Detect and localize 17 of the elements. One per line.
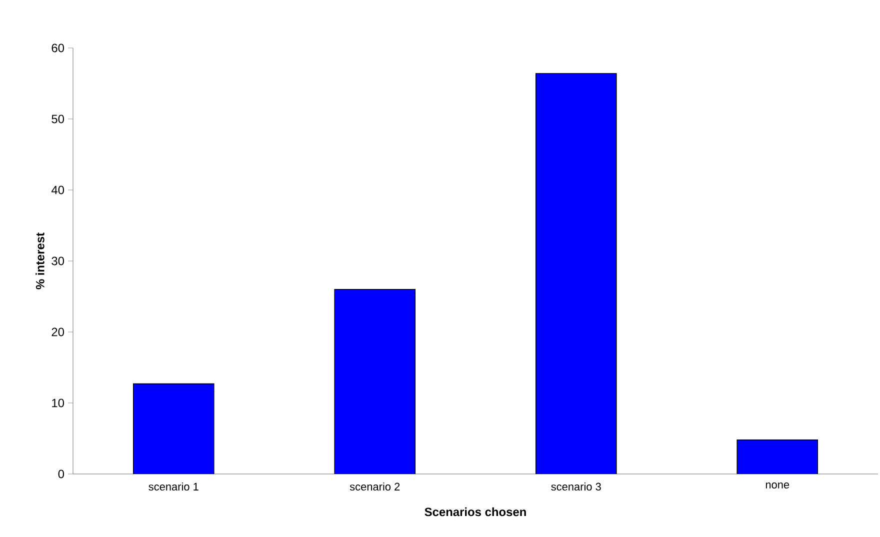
bar [535,73,617,474]
x-tick-label: scenario 1 [148,482,198,491]
bar [132,383,214,474]
y-axis-title: % interest [36,232,44,290]
x-axis-title: Scenarios chosen [424,507,526,516]
x-tick-label: scenario 3 [551,482,601,491]
x-tick-label: none [766,482,790,489]
y-tick-label: 0 [58,470,64,478]
y-tick-label: 10 [52,398,64,408]
x-tick-label: scenario 2 [350,482,400,491]
y-tick-label: 50 [52,114,64,124]
y-tick-label: 60 [52,44,64,52]
bar [736,440,818,474]
y-tick-label: 40 [51,186,64,194]
y-tick-label: 20 [52,328,64,336]
bar [334,288,416,474]
y-tick-label: 30 [52,256,64,266]
